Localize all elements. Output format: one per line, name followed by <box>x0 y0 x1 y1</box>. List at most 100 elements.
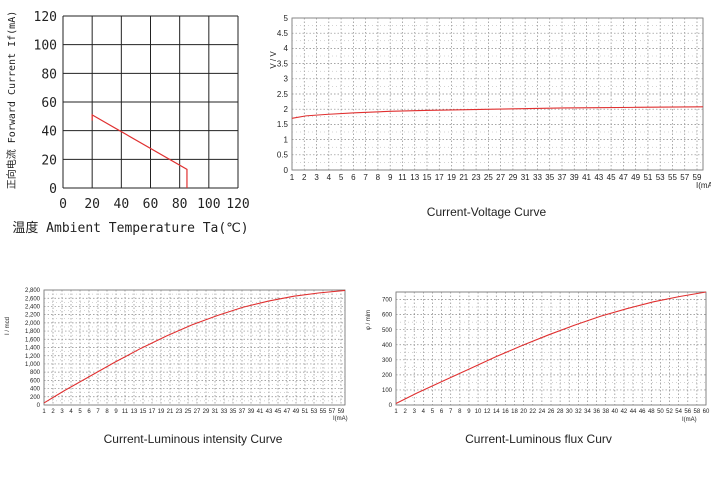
x-tick-label: 7 <box>96 409 100 415</box>
derating-series-line <box>91 113 188 188</box>
x-tick-label: 60 <box>143 197 159 212</box>
y-tick-label: 5 <box>284 14 289 23</box>
x-tick-label: 35 <box>230 409 237 415</box>
iv-chart-svg: 1 2 3 4 5 6 7 8 9 11 13 15 17 19 21 23 25 27 29 31 33 35 37 39 4… <box>269 14 711 190</box>
y-tick-label: 60 <box>41 96 57 111</box>
x-tick-label: 5 <box>339 173 344 182</box>
x-tick-label: 2 <box>403 409 407 415</box>
y-tick-label: 3 <box>284 75 289 84</box>
x-tick-label: 38 <box>602 409 609 415</box>
x-tick-label: 45 <box>275 409 282 415</box>
x-tick-label: 47 <box>284 409 291 415</box>
x-tick-label: 0 <box>59 197 67 212</box>
flux-chart-svg: 1 2 3 4 5 6 7 8 9 10 12 14 16 18 20 22 24 26 28 30 32 34 36 38 4… <box>366 291 710 423</box>
x-axis-label: I(mA) <box>333 416 348 422</box>
x-tick-label: 12 <box>484 409 491 415</box>
x-tick-label: 17 <box>435 173 444 182</box>
y-tick-label: 400 <box>382 343 393 349</box>
x-tick-label: 4 <box>327 173 332 182</box>
x-axis-label: I(mA) <box>696 181 711 190</box>
x-tick-label: 39 <box>570 173 579 182</box>
derating-chart-svg: 0 20 40 60 80 100 120 0 20 40 60 80 100 120 温度 Ambient… <box>5 10 250 236</box>
y-tick-label: 2,200 <box>25 313 41 319</box>
y-tick-label: 0.5 <box>277 151 289 160</box>
x-tick-label: 41 <box>257 409 264 415</box>
x-tick-label: 59 <box>693 173 702 182</box>
x-tick-label: 40 <box>114 197 130 212</box>
x-tick-label: 19 <box>447 173 456 182</box>
x-tick-label: 49 <box>631 173 640 182</box>
x-tick-label: 22 <box>529 409 536 415</box>
x-tick-label: 41 <box>582 173 591 182</box>
x-tick-label: 3 <box>60 409 64 415</box>
x-tick-label: 30 <box>566 409 573 415</box>
y-tick-label: 120 <box>34 10 57 25</box>
x-tick-label: 2 <box>51 409 55 415</box>
y-tick-label: 3.5 <box>277 59 289 68</box>
series-line <box>291 106 704 119</box>
y-tick-label: 600 <box>30 378 41 384</box>
y-tick-label: 0 <box>284 166 289 175</box>
y-tick-label: 80 <box>41 67 57 82</box>
x-tick-label: 51 <box>643 173 652 182</box>
intensity-chart-svg: 1 2 3 4 5 6 7 8 9 11 13 15 17 19 21 23 25 27 29 31 33 35 37 39 4… <box>5 288 348 422</box>
x-tick-label: 37 <box>239 409 246 415</box>
y-tick-label: 600 <box>382 313 393 319</box>
x-tick-label: 9 <box>388 173 393 182</box>
series-line <box>395 291 707 404</box>
x-tick-label: 19 <box>158 409 165 415</box>
y-tick-label: 300 <box>382 358 393 364</box>
y-tick-label: 1,600 <box>25 337 41 343</box>
x-tick-label: 56 <box>684 409 691 415</box>
x-tick-label: 50 <box>657 409 664 415</box>
y-tick-label: 4.5 <box>277 29 289 38</box>
y-tick-label: 2,000 <box>25 321 41 327</box>
x-tick-label: 15 <box>140 409 147 415</box>
x-tick-label: 9 <box>114 409 118 415</box>
x-tick-label: 24 <box>539 409 546 415</box>
x-tick-label: 2 <box>302 173 307 182</box>
y-tick-label: 2,400 <box>25 305 41 311</box>
x-tick-label: 13 <box>410 173 419 182</box>
y-tick-label: 4 <box>284 44 289 53</box>
x-tick-label: 6 <box>87 409 91 415</box>
x-tick-label: 25 <box>484 173 493 182</box>
x-tick-label: 20 <box>84 197 100 212</box>
x-tick-label: 27 <box>194 409 201 415</box>
iv-chart: 1 2 3 4 5 6 7 8 9 11 13 15 17 19 21 23 25 27 29 31 33 35 37 39 4… <box>262 0 711 230</box>
x-tick-label: 45 <box>607 173 616 182</box>
x-tick-label: 3 <box>314 173 319 182</box>
x-tick-label: 8 <box>105 409 109 415</box>
y-tick-label: 0 <box>49 182 57 197</box>
x-tick-label: 55 <box>668 173 677 182</box>
x-tick-label: 17 <box>149 409 156 415</box>
y-axis-label: I / mcd <box>5 317 11 335</box>
x-axis-label: I(mA) <box>682 417 697 423</box>
x-tick-label: 23 <box>472 173 481 182</box>
iv-chart-title: Current-Voltage Curve <box>426 205 547 219</box>
x-tick-label: 1 <box>290 173 295 182</box>
y-tick-label: 400 <box>30 387 41 393</box>
x-tick-label: 42 <box>621 409 628 415</box>
series-line <box>43 289 346 404</box>
y-axis-label: 正向电流 Forward Current If(mA) <box>5 11 18 189</box>
y-tick-label: 1,200 <box>25 354 41 360</box>
x-tick-label: 48 <box>648 409 655 415</box>
x-tick-label: 6 <box>440 409 444 415</box>
x-tick-label: 60 <box>703 409 710 415</box>
x-tick-label: 52 <box>666 409 673 415</box>
x-tick-label: 25 <box>185 409 192 415</box>
x-tick-label: 47 <box>619 173 628 182</box>
x-tick-label: 39 <box>248 409 255 415</box>
y-tick-label: 100 <box>382 388 393 394</box>
x-tick-label: 40 <box>611 409 618 415</box>
x-tick-label: 15 <box>423 173 432 182</box>
x-tick-label: 9 <box>467 409 471 415</box>
x-tick-label: 32 <box>575 409 582 415</box>
x-tick-label: 6 <box>351 173 356 182</box>
x-tick-label: 8 <box>458 409 462 415</box>
plot-frame <box>291 17 704 171</box>
x-tick-label: 58 <box>694 409 701 415</box>
y-tick-label: 200 <box>30 395 41 401</box>
y-tick-label: 800 <box>30 370 41 376</box>
